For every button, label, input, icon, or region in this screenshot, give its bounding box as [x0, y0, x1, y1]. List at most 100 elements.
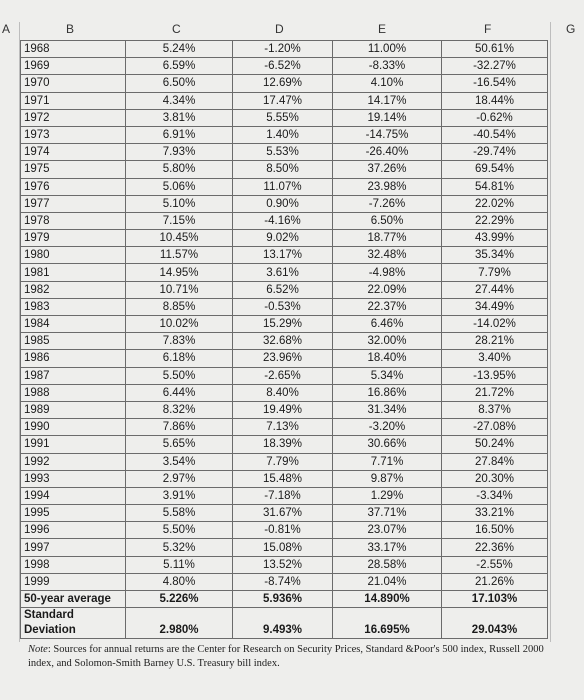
- return-cell[interactable]: 37.26%: [332, 160, 442, 179]
- return-cell[interactable]: 7.79%: [232, 452, 333, 471]
- return-cell[interactable]: 3.91%: [125, 486, 233, 506]
- column-header-a[interactable]: A: [2, 22, 11, 36]
- return-cell[interactable]: 31.34%: [332, 400, 442, 420]
- return-cell[interactable]: 1.40%: [232, 125, 333, 145]
- return-cell[interactable]: 6.46%: [332, 314, 442, 334]
- return-cell[interactable]: -6.52%: [232, 57, 333, 76]
- return-cell[interactable]: 10.71%: [125, 280, 233, 299]
- return-cell[interactable]: 7.13%: [232, 418, 333, 437]
- return-cell[interactable]: 3.81%: [125, 108, 233, 127]
- return-cell[interactable]: 11.57%: [125, 246, 233, 265]
- return-cell[interactable]: 34.49%: [441, 297, 548, 317]
- return-cell[interactable]: -4.98%: [332, 263, 442, 282]
- stddev-f[interactable]: 29.043%: [441, 607, 548, 640]
- return-cell[interactable]: 7.93%: [125, 143, 233, 162]
- return-cell[interactable]: 11.07%: [232, 177, 333, 196]
- return-cell[interactable]: 37.71%: [332, 504, 442, 523]
- return-cell[interactable]: -29.74%: [441, 143, 548, 162]
- return-cell[interactable]: 21.26%: [441, 572, 548, 592]
- return-cell[interactable]: -0.81%: [232, 521, 333, 540]
- return-cell[interactable]: 1.29%: [332, 486, 442, 506]
- return-cell[interactable]: 33.21%: [441, 504, 548, 523]
- average-e[interactable]: 14.890%: [332, 589, 442, 609]
- average-f[interactable]: 17.103%: [441, 589, 548, 609]
- return-cell[interactable]: 8.40%: [232, 383, 333, 402]
- return-cell[interactable]: 7.79%: [441, 263, 548, 282]
- return-cell[interactable]: 15.48%: [232, 469, 333, 488]
- return-cell[interactable]: 11.00%: [332, 39, 442, 59]
- return-cell[interactable]: 5.50%: [125, 521, 233, 540]
- return-cell[interactable]: 7.83%: [125, 332, 233, 351]
- return-cell[interactable]: 30.66%: [332, 435, 442, 454]
- return-cell[interactable]: 9.02%: [232, 229, 333, 248]
- year-cell[interactable]: 1999: [20, 572, 126, 592]
- average-c[interactable]: 5.226%: [125, 589, 233, 609]
- return-cell[interactable]: 27.84%: [441, 452, 548, 471]
- return-cell[interactable]: 54.81%: [441, 177, 548, 196]
- return-cell[interactable]: 7.15%: [125, 211, 233, 231]
- return-cell[interactable]: 6.91%: [125, 125, 233, 145]
- return-cell[interactable]: 16.50%: [441, 521, 548, 540]
- return-cell[interactable]: 5.11%: [125, 555, 233, 574]
- year-cell[interactable]: 1997: [20, 538, 126, 557]
- return-cell[interactable]: 5.34%: [332, 366, 442, 385]
- return-cell[interactable]: -0.62%: [441, 108, 548, 127]
- return-cell[interactable]: -3.20%: [332, 418, 442, 437]
- return-cell[interactable]: 32.68%: [232, 332, 333, 351]
- return-cell[interactable]: 20.30%: [441, 469, 548, 488]
- return-cell[interactable]: 2.97%: [125, 469, 233, 488]
- return-cell[interactable]: -1.20%: [232, 39, 333, 59]
- return-cell[interactable]: 23.07%: [332, 521, 442, 540]
- return-cell[interactable]: 3.54%: [125, 452, 233, 471]
- return-cell[interactable]: 21.72%: [441, 383, 548, 402]
- return-cell[interactable]: 13.52%: [232, 555, 333, 574]
- return-cell[interactable]: 6.50%: [332, 211, 442, 231]
- return-cell[interactable]: -27.08%: [441, 418, 548, 437]
- column-header-c[interactable]: C: [172, 22, 181, 36]
- return-cell[interactable]: 6.18%: [125, 349, 233, 368]
- return-cell[interactable]: 8.32%: [125, 400, 233, 420]
- return-cell[interactable]: -4.16%: [232, 211, 333, 231]
- return-cell[interactable]: 35.34%: [441, 246, 548, 265]
- year-cell[interactable]: 1973: [20, 125, 126, 145]
- return-cell[interactable]: 69.54%: [441, 160, 548, 179]
- return-cell[interactable]: 22.29%: [441, 211, 548, 231]
- year-cell[interactable]: 1996: [20, 521, 126, 540]
- return-cell[interactable]: 50.61%: [441, 39, 548, 59]
- return-cell[interactable]: 17.47%: [232, 91, 333, 110]
- return-cell[interactable]: 28.21%: [441, 332, 548, 351]
- year-cell[interactable]: 1972: [20, 108, 126, 127]
- column-header-d[interactable]: D: [275, 22, 284, 36]
- return-cell[interactable]: 14.17%: [332, 91, 442, 110]
- column-header-e[interactable]: E: [378, 22, 387, 36]
- return-cell[interactable]: 27.44%: [441, 280, 548, 299]
- year-cell[interactable]: 1993: [20, 469, 126, 488]
- return-cell[interactable]: -0.53%: [232, 297, 333, 317]
- stddev-e[interactable]: 16.695%: [332, 607, 442, 640]
- year-cell[interactable]: 1982: [20, 280, 126, 299]
- year-cell[interactable]: 1985: [20, 332, 126, 351]
- return-cell[interactable]: 5.58%: [125, 504, 233, 523]
- return-cell[interactable]: 0.90%: [232, 194, 333, 213]
- year-cell[interactable]: 1978: [20, 211, 126, 231]
- return-cell[interactable]: 33.17%: [332, 538, 442, 557]
- return-cell[interactable]: 5.53%: [232, 143, 333, 162]
- year-cell[interactable]: 1989: [20, 400, 126, 420]
- column-header-f[interactable]: F: [484, 22, 492, 36]
- year-cell[interactable]: 1991: [20, 435, 126, 454]
- year-cell[interactable]: 1998: [20, 555, 126, 574]
- year-cell[interactable]: 1988: [20, 383, 126, 402]
- return-cell[interactable]: 3.40%: [441, 349, 548, 368]
- return-cell[interactable]: 12.69%: [232, 74, 333, 93]
- return-cell[interactable]: 9.87%: [332, 469, 442, 488]
- return-cell[interactable]: 18.40%: [332, 349, 442, 368]
- year-cell[interactable]: 1971: [20, 91, 126, 110]
- return-cell[interactable]: 8.85%: [125, 297, 233, 317]
- return-cell[interactable]: 32.00%: [332, 332, 442, 351]
- return-cell[interactable]: 23.98%: [332, 177, 442, 196]
- return-cell[interactable]: 6.52%: [232, 280, 333, 299]
- return-cell[interactable]: 43.99%: [441, 229, 548, 248]
- average-d[interactable]: 5.936%: [232, 589, 333, 609]
- year-cell[interactable]: 1994: [20, 486, 126, 506]
- return-cell[interactable]: 6.59%: [125, 57, 233, 76]
